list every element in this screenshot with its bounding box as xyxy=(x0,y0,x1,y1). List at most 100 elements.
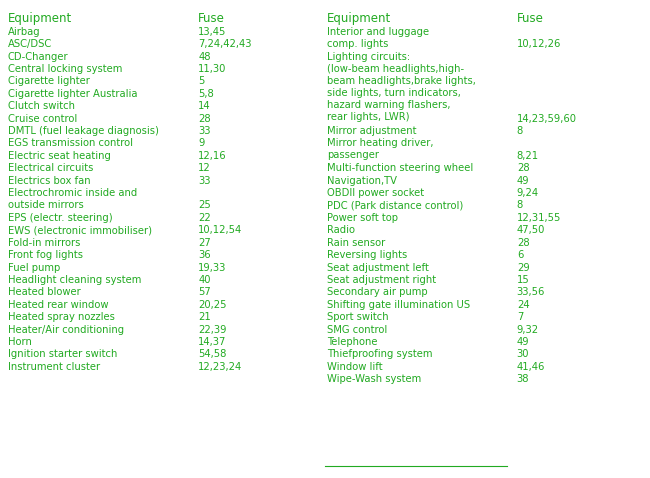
Text: Cigarette lighter Australia: Cigarette lighter Australia xyxy=(8,89,137,99)
Text: 12,16: 12,16 xyxy=(198,151,227,161)
Text: Headlight cleaning system: Headlight cleaning system xyxy=(8,275,141,285)
Text: 15: 15 xyxy=(517,275,530,285)
Text: 38: 38 xyxy=(517,374,529,384)
Text: Equipment: Equipment xyxy=(8,12,72,25)
Text: Ignition starter switch: Ignition starter switch xyxy=(8,349,117,359)
Text: 14: 14 xyxy=(198,101,211,111)
Text: 29: 29 xyxy=(517,262,530,272)
Text: Horn: Horn xyxy=(8,337,32,347)
Text: 49: 49 xyxy=(517,337,529,347)
Text: Shifting gate illumination US: Shifting gate illumination US xyxy=(327,300,470,310)
Text: Fuel pump: Fuel pump xyxy=(8,262,60,272)
Text: Cruise control: Cruise control xyxy=(8,114,77,124)
Text: 36: 36 xyxy=(198,250,211,260)
Text: Fuse: Fuse xyxy=(198,12,225,25)
Text: CD-Changer: CD-Changer xyxy=(8,52,68,62)
Text: 33: 33 xyxy=(198,126,211,136)
Text: 22,39: 22,39 xyxy=(198,325,227,335)
Text: 28: 28 xyxy=(517,163,529,173)
Text: PDC (Park distance control): PDC (Park distance control) xyxy=(327,200,463,210)
Text: Seat adjustment left: Seat adjustment left xyxy=(327,262,429,272)
Text: Heated blower: Heated blower xyxy=(8,287,81,297)
Text: 8: 8 xyxy=(517,200,523,210)
Text: Seat adjustment right: Seat adjustment right xyxy=(327,275,436,285)
Text: Front fog lights: Front fog lights xyxy=(8,250,83,260)
Text: 22: 22 xyxy=(198,213,211,223)
Text: Interior and luggage
comp. lights: Interior and luggage comp. lights xyxy=(327,27,429,49)
Text: 30: 30 xyxy=(517,349,529,359)
Text: 19,33: 19,33 xyxy=(198,262,227,272)
Text: 9,32: 9,32 xyxy=(517,325,539,335)
Text: Telephone: Telephone xyxy=(327,337,378,347)
Text: 33: 33 xyxy=(198,175,211,185)
Text: Heater/Air conditioning: Heater/Air conditioning xyxy=(8,325,124,335)
Text: SMG control: SMG control xyxy=(327,325,387,335)
Text: Mirror heating driver,
passenger: Mirror heating driver, passenger xyxy=(327,139,434,161)
Text: 54,58: 54,58 xyxy=(198,349,227,359)
Text: 5,8: 5,8 xyxy=(198,89,214,99)
Text: 8,21: 8,21 xyxy=(517,151,539,161)
Text: Thiefproofing system: Thiefproofing system xyxy=(327,349,432,359)
Text: 41,46: 41,46 xyxy=(517,362,545,372)
Text: EWS (electronic immobiliser): EWS (electronic immobiliser) xyxy=(8,225,152,235)
Text: 57: 57 xyxy=(198,287,211,297)
Text: EGS transmission control: EGS transmission control xyxy=(8,139,133,149)
Text: Airbag: Airbag xyxy=(8,27,40,37)
Text: 20,25: 20,25 xyxy=(198,300,227,310)
Text: 5: 5 xyxy=(198,76,205,87)
Text: Navigation,TV: Navigation,TV xyxy=(327,175,397,185)
Text: Electrochromic inside and
outside mirrors: Electrochromic inside and outside mirror… xyxy=(8,188,137,210)
Text: Sport switch: Sport switch xyxy=(327,312,389,322)
Text: EPS (electr. steering): EPS (electr. steering) xyxy=(8,213,112,223)
Text: ASC/DSC: ASC/DSC xyxy=(8,39,52,49)
Text: Heated spray nozzles: Heated spray nozzles xyxy=(8,312,114,322)
Text: Instrument cluster: Instrument cluster xyxy=(8,362,100,372)
Text: Cigarette lighter: Cigarette lighter xyxy=(8,76,90,87)
Text: Radio: Radio xyxy=(327,225,355,235)
Text: 12,31,55: 12,31,55 xyxy=(517,213,561,223)
Text: Reversing lights: Reversing lights xyxy=(327,250,407,260)
Text: 21: 21 xyxy=(198,312,211,322)
Text: 49: 49 xyxy=(517,175,529,185)
Text: 25: 25 xyxy=(198,200,211,210)
Text: 14,23,59,60: 14,23,59,60 xyxy=(517,114,577,124)
Text: 6: 6 xyxy=(517,250,523,260)
Text: DMTL (fuel leakage diagnosis): DMTL (fuel leakage diagnosis) xyxy=(8,126,159,136)
Text: Clutch switch: Clutch switch xyxy=(8,101,75,111)
Text: Multi-function steering wheel: Multi-function steering wheel xyxy=(327,163,473,173)
Text: Rain sensor: Rain sensor xyxy=(327,238,385,248)
Text: 8: 8 xyxy=(517,126,523,136)
Text: Fuse: Fuse xyxy=(517,12,543,25)
Text: Electric seat heating: Electric seat heating xyxy=(8,151,110,161)
Text: 10,12,54: 10,12,54 xyxy=(198,225,242,235)
Text: Equipment: Equipment xyxy=(327,12,391,25)
Text: 7: 7 xyxy=(517,312,523,322)
Text: 10,12,26: 10,12,26 xyxy=(517,39,561,49)
Text: 12,23,24: 12,23,24 xyxy=(198,362,242,372)
Text: Mirror adjustment: Mirror adjustment xyxy=(327,126,417,136)
Text: 9,24: 9,24 xyxy=(517,188,539,198)
Text: 12: 12 xyxy=(198,163,211,173)
Text: Heated rear window: Heated rear window xyxy=(8,300,109,310)
Text: 27: 27 xyxy=(198,238,211,248)
Text: 7,24,42,43: 7,24,42,43 xyxy=(198,39,252,49)
Text: 40: 40 xyxy=(198,275,211,285)
Text: Wipe-Wash system: Wipe-Wash system xyxy=(327,374,421,384)
Text: 33,56: 33,56 xyxy=(517,287,545,297)
Text: Electrics box fan: Electrics box fan xyxy=(8,175,90,185)
Text: 47,50: 47,50 xyxy=(517,225,545,235)
Text: 24: 24 xyxy=(517,300,529,310)
Text: 13,45: 13,45 xyxy=(198,27,227,37)
Text: 28: 28 xyxy=(198,114,211,124)
Text: Central locking system: Central locking system xyxy=(8,64,122,74)
Text: 11,30: 11,30 xyxy=(198,64,227,74)
Text: OBDII power socket: OBDII power socket xyxy=(327,188,424,198)
Text: Power soft top: Power soft top xyxy=(327,213,398,223)
Text: 14,37: 14,37 xyxy=(198,337,227,347)
Text: Electrical circuits: Electrical circuits xyxy=(8,163,93,173)
Text: Fold-in mirrors: Fold-in mirrors xyxy=(8,238,80,248)
Text: Window lift: Window lift xyxy=(327,362,383,372)
Text: 48: 48 xyxy=(198,52,211,62)
Text: 9: 9 xyxy=(198,139,205,149)
Text: Secondary air pump: Secondary air pump xyxy=(327,287,428,297)
